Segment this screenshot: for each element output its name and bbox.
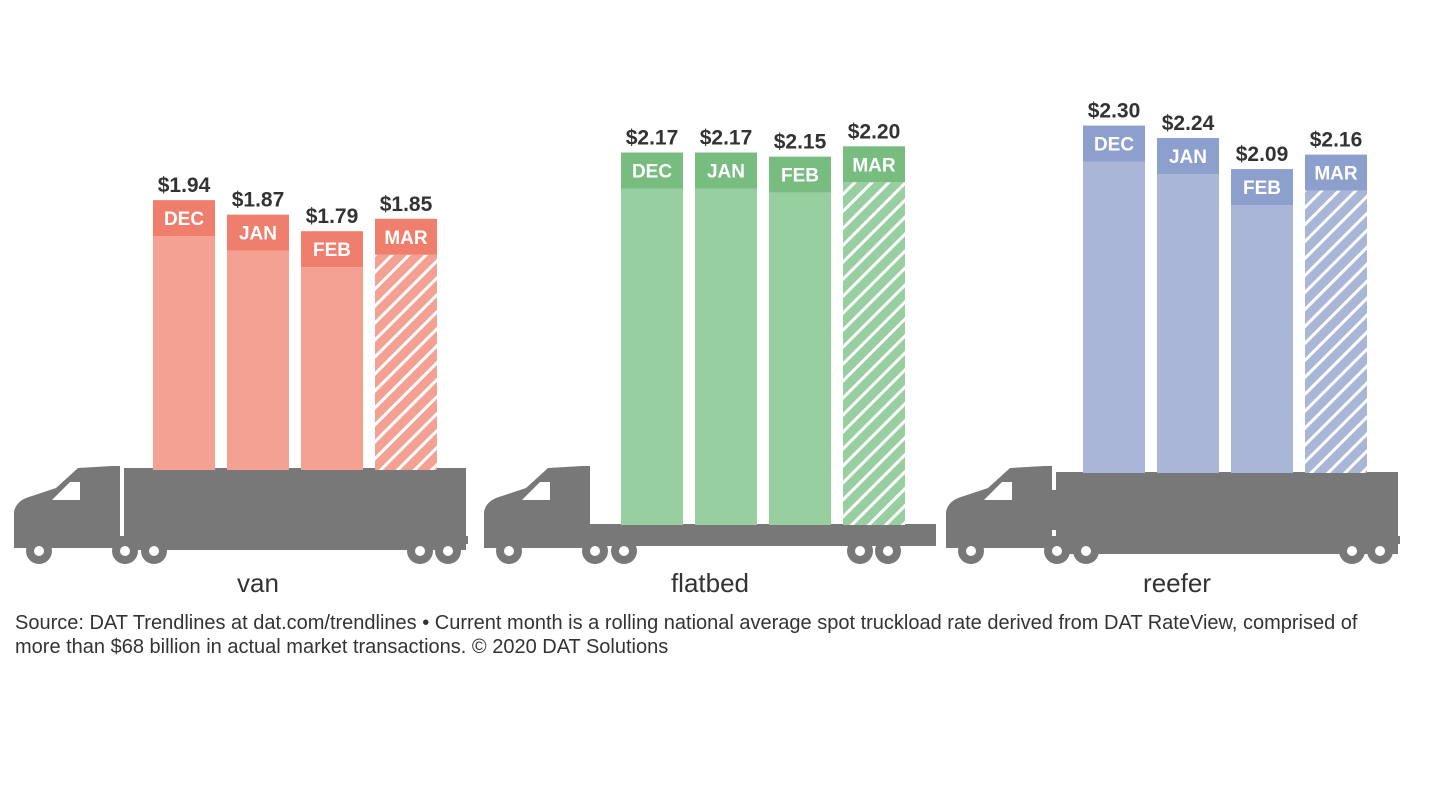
truck-cab-icon bbox=[14, 466, 120, 548]
bar-header-flatbed-feb bbox=[769, 156, 831, 193]
truck-rates-chart: DEC $1.94 JAN $1.87 FEB $1.79 MAR $1.85 DEC $2.17… bbox=[14, 100, 1400, 598]
bar-van-feb bbox=[301, 267, 363, 470]
group-label-van: van bbox=[237, 568, 279, 598]
month-label: MAR bbox=[1314, 164, 1358, 185]
truck-window-icon bbox=[52, 482, 80, 500]
month-label: JAN bbox=[1169, 147, 1207, 168]
refrigeration-unit-icon bbox=[1042, 490, 1058, 530]
hubcap-icon bbox=[619, 546, 629, 556]
bar-flatbed-feb bbox=[769, 192, 831, 526]
bar-header-reefer-jan bbox=[1157, 138, 1219, 175]
value-label: $1.87 bbox=[232, 189, 285, 212]
bar-header-flatbed-jan bbox=[695, 152, 757, 189]
bar-reefer-jan bbox=[1157, 174, 1219, 473]
bar-flatbed-dec bbox=[621, 188, 683, 525]
bar-header-reefer-dec bbox=[1083, 125, 1145, 162]
hubcap-icon bbox=[1052, 546, 1062, 556]
truck-window-icon bbox=[984, 482, 1012, 500]
value-label: $1.79 bbox=[306, 205, 359, 228]
hubcap-icon bbox=[34, 546, 44, 556]
hubcap-icon bbox=[120, 546, 130, 556]
bar-header-flatbed-mar bbox=[843, 146, 905, 183]
month-label: MAR bbox=[852, 155, 896, 176]
bar-flatbed-jan bbox=[695, 188, 757, 525]
reefer-truck-icon bbox=[946, 466, 1400, 564]
hubcap-icon bbox=[590, 546, 600, 556]
hubcap-icon bbox=[966, 546, 976, 556]
truck-cab-icon bbox=[946, 466, 1052, 548]
value-label: $2.15 bbox=[774, 131, 827, 154]
value-label: $1.94 bbox=[158, 174, 211, 197]
chassis-icon bbox=[110, 536, 468, 544]
hubcap-icon bbox=[1347, 546, 1357, 556]
month-label: FEB bbox=[313, 240, 351, 261]
bar-flatbed-mar bbox=[843, 182, 905, 526]
month-label: DEC bbox=[164, 209, 204, 230]
bar-reefer-feb bbox=[1231, 205, 1293, 473]
series-reefer: DEC $2.30 JAN $2.24 FEB $2.09 MAR $2.16 bbox=[1083, 100, 1367, 473]
hubcap-icon bbox=[504, 546, 514, 556]
hubcap-icon bbox=[855, 546, 865, 556]
truck-window-icon bbox=[522, 482, 550, 500]
hubcap-icon bbox=[415, 546, 425, 556]
bar-van-mar bbox=[375, 254, 437, 470]
bar-van-jan bbox=[227, 250, 289, 470]
month-label: DEC bbox=[1094, 135, 1134, 156]
value-label: $1.85 bbox=[380, 193, 433, 216]
source-note: Source: DAT Trendlines at dat.com/trendl… bbox=[15, 612, 1358, 658]
van-truck-icon bbox=[14, 466, 468, 564]
month-label: FEB bbox=[781, 166, 819, 187]
value-label: $2.20 bbox=[848, 120, 901, 143]
value-label: $2.17 bbox=[626, 127, 679, 150]
bar-van-dec bbox=[153, 236, 215, 470]
month-label: DEC bbox=[632, 162, 672, 183]
bar-header-van-mar bbox=[375, 218, 437, 255]
hubcap-icon bbox=[883, 546, 893, 556]
bar-header-flatbed-dec bbox=[621, 152, 683, 189]
series-van: DEC $1.94 JAN $1.87 FEB $1.79 MAR $1.85 bbox=[153, 174, 437, 470]
bar-header-reefer-mar bbox=[1305, 154, 1367, 191]
month-label: MAR bbox=[384, 228, 428, 249]
month-label: JAN bbox=[707, 162, 745, 183]
bar-header-van-jan bbox=[227, 214, 289, 251]
hubcap-icon bbox=[1375, 546, 1385, 556]
hubcap-icon bbox=[149, 546, 159, 556]
chassis-icon bbox=[580, 536, 936, 546]
hubcap-icon bbox=[1081, 546, 1091, 556]
value-label: $2.09 bbox=[1236, 143, 1289, 166]
value-label: $2.16 bbox=[1310, 129, 1363, 152]
month-label: FEB bbox=[1243, 178, 1281, 199]
bar-header-van-dec bbox=[153, 200, 215, 237]
value-label: $2.30 bbox=[1088, 100, 1141, 123]
truck-cab-icon bbox=[484, 466, 590, 548]
bar-reefer-dec bbox=[1083, 161, 1145, 473]
bar-header-reefer-feb bbox=[1231, 169, 1293, 206]
hubcap-icon bbox=[443, 546, 453, 556]
value-label: $2.24 bbox=[1162, 112, 1215, 135]
flatbed-truck-icon bbox=[484, 466, 936, 564]
month-label: JAN bbox=[239, 224, 277, 245]
chassis-icon bbox=[1042, 536, 1400, 544]
group-label-reefer: reefer bbox=[1143, 568, 1211, 598]
group-label-flatbed: flatbed bbox=[671, 568, 749, 598]
bar-reefer-mar bbox=[1305, 190, 1367, 473]
value-label: $2.17 bbox=[700, 127, 753, 150]
bar-header-van-feb bbox=[301, 231, 363, 268]
series-flatbed: DEC $2.17 JAN $2.17 FEB $2.15 MAR $2.20 bbox=[621, 120, 905, 526]
